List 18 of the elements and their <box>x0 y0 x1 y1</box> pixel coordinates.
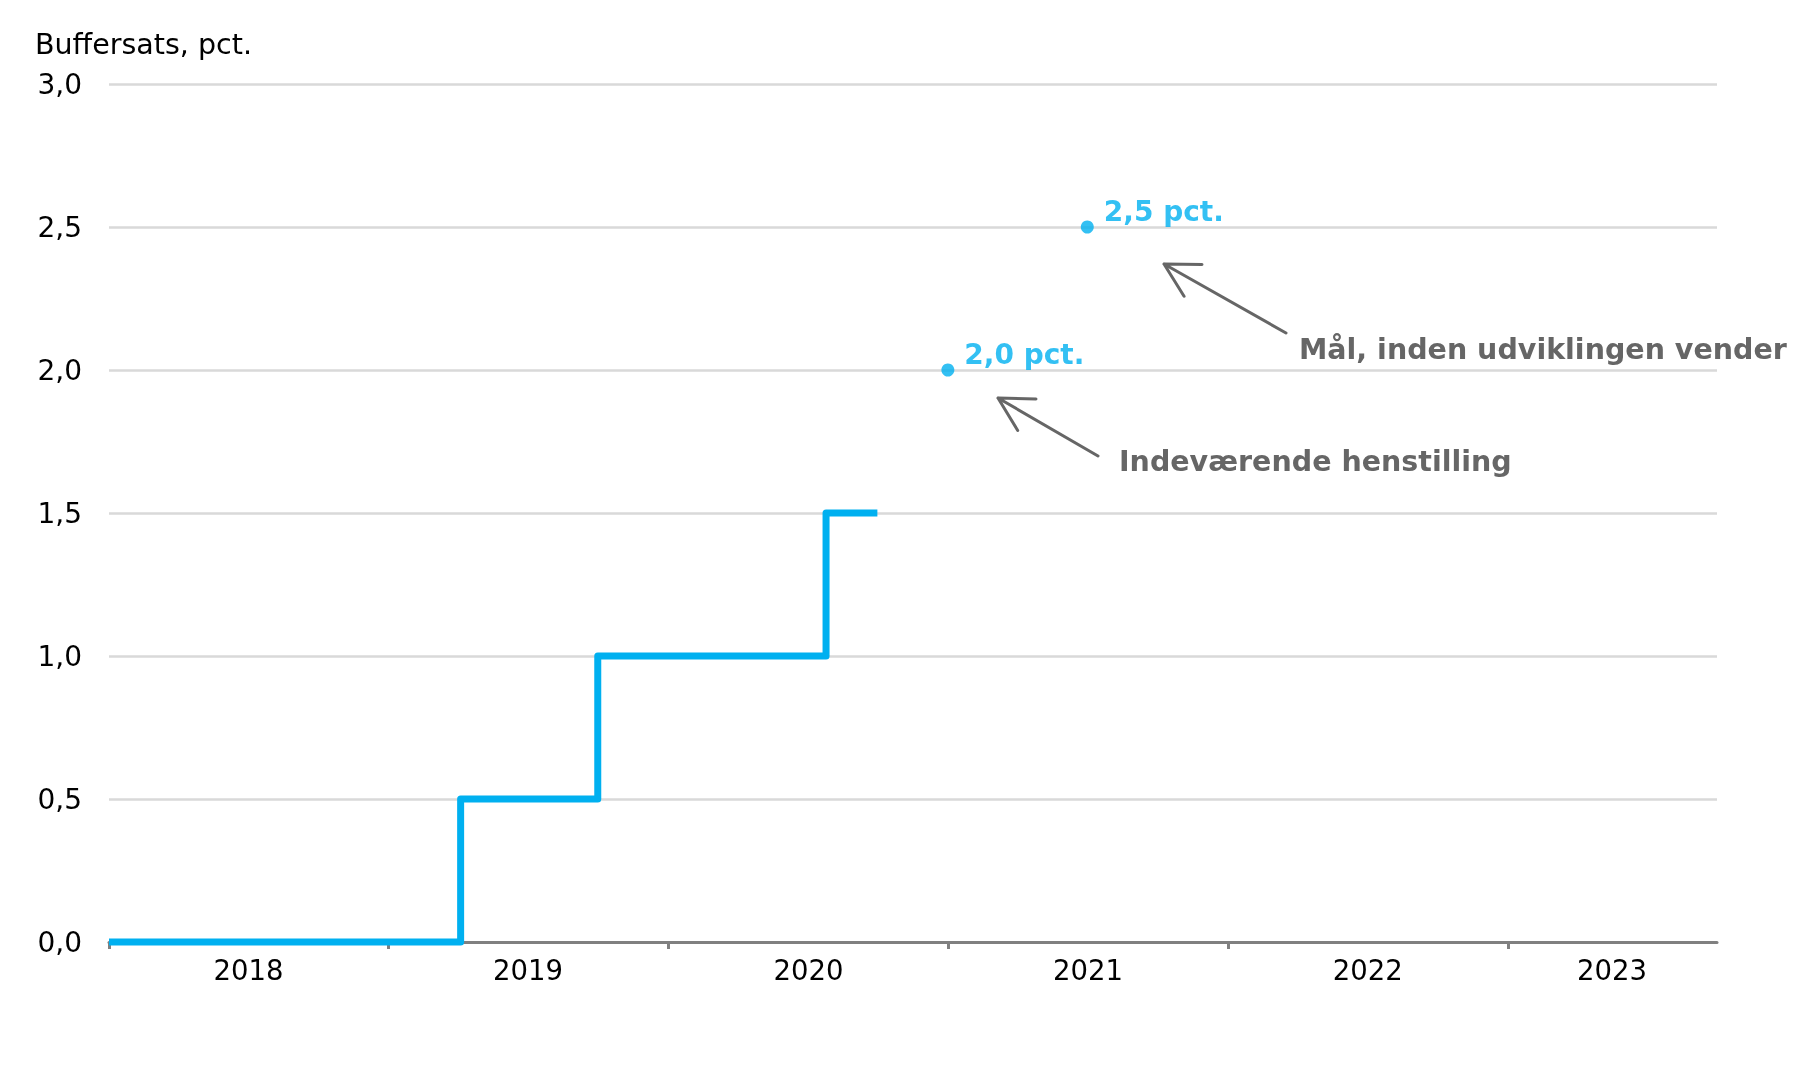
x-tick-label: 2022 <box>1332 954 1403 986</box>
y-tick-label: 0,0 <box>37 925 82 959</box>
x-tick-label: 2021 <box>1053 954 1124 986</box>
y-tick-label: 2,0 <box>37 353 82 387</box>
y-tick-label: 0,5 <box>37 782 82 816</box>
x-tick-label: 2019 <box>493 954 564 986</box>
y-tick-label: 1,0 <box>37 639 82 673</box>
x-tick-label: 2023 <box>1577 954 1648 986</box>
y-tick-label: 3,0 <box>37 67 82 101</box>
x-tick-label: 2018 <box>213 954 284 986</box>
y-axis-title: Buffersats, pct. <box>35 28 252 61</box>
annotation: Indeværende henstilling <box>1119 444 1512 478</box>
data-label: 2,5 pct. <box>1103 194 1224 228</box>
y-tick-label: 2,5 <box>37 210 82 244</box>
data-label: 2,0 pct. <box>964 337 1085 371</box>
x-tick-label: 2020 <box>773 954 844 986</box>
y-tick-label: 1,5 <box>37 496 82 530</box>
annotation: Mål, inden udviklingen vender <box>1299 332 1787 366</box>
